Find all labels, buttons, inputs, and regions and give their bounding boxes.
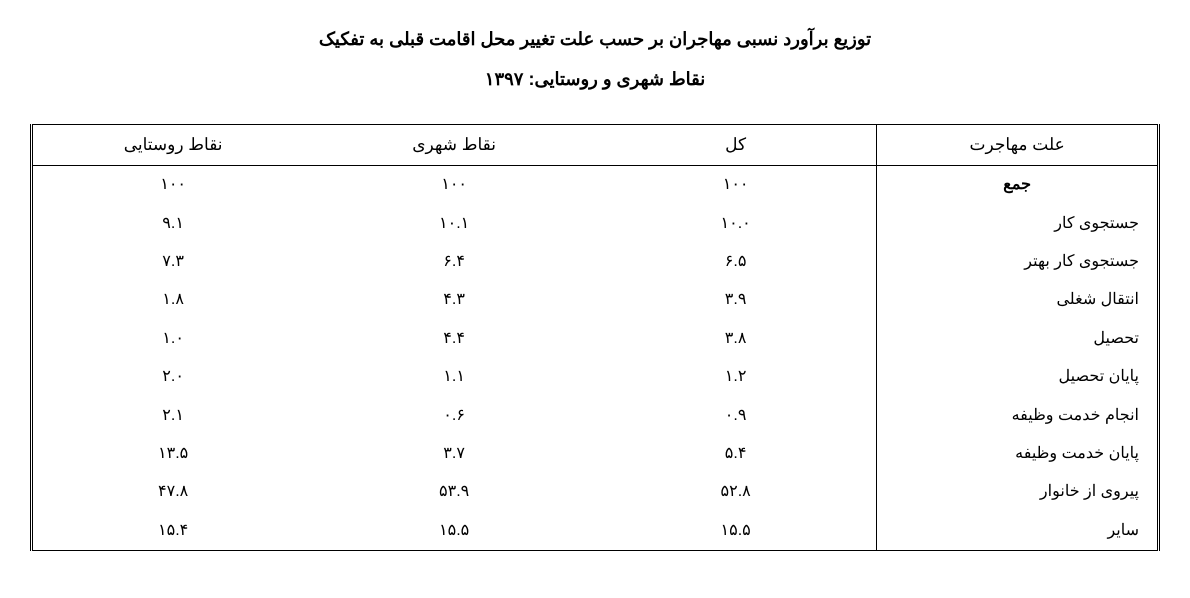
title-line-1: توزیع برآورد نسبی مهاجران بر حسب علت تغی… (30, 20, 1160, 60)
page-title: توزیع برآورد نسبی مهاجران بر حسب علت تغی… (30, 20, 1160, 99)
cell-reason: جستجوی کار (877, 205, 1159, 243)
cell-total: ۳.۹ (595, 281, 877, 319)
cell-urban: ۰.۶ (313, 397, 595, 435)
migration-reasons-table: نقاط روستایی نقاط شهری کل علت مهاجرت ۱۰۰… (30, 124, 1160, 551)
cell-urban: ۵۳.۹ (313, 473, 595, 511)
table-row: ۹.۱۱۰.۱۱۰.۰جستجوی کار (32, 205, 1159, 243)
cell-rural: ۴۷.۸ (32, 473, 314, 511)
cell-total: ۱۰.۰ (595, 205, 877, 243)
cell-urban: ۱.۱ (313, 358, 595, 396)
cell-reason: پایان خدمت وظیفه (877, 435, 1159, 473)
table-row: ۱۵.۴۱۵.۵۱۵.۵سایر (32, 512, 1159, 551)
cell-reason: پایان تحصیل (877, 358, 1159, 396)
cell-total: ۱۰۰ (595, 166, 877, 205)
column-header-rural: نقاط روستایی (32, 125, 314, 166)
cell-reason: انتقال شغلی (877, 281, 1159, 319)
cell-total: ۵۲.۸ (595, 473, 877, 511)
table-row: ۱۰۰۱۰۰۱۰۰جمع (32, 166, 1159, 205)
cell-rural: ۷.۳ (32, 243, 314, 281)
cell-urban: ۱۵.۵ (313, 512, 595, 551)
cell-reason: جمع (877, 166, 1159, 205)
cell-urban: ۶.۴ (313, 243, 595, 281)
cell-reason: تحصیل (877, 320, 1159, 358)
cell-urban: ۱۰۰ (313, 166, 595, 205)
table-row: ۲.۱۰.۶۰.۹انجام خدمت وظیفه (32, 397, 1159, 435)
cell-total: ۵.۴ (595, 435, 877, 473)
table-row: ۱۳.۵۳.۷۵.۴پایان خدمت وظیفه (32, 435, 1159, 473)
table-row: ۴۷.۸۵۳.۹۵۲.۸پیروی از خانوار (32, 473, 1159, 511)
cell-urban: ۳.۷ (313, 435, 595, 473)
cell-rural: ۱.۸ (32, 281, 314, 319)
table-row: ۱.۸۴.۳۳.۹انتقال شغلی (32, 281, 1159, 319)
cell-total: ۶.۵ (595, 243, 877, 281)
table-header-row: نقاط روستایی نقاط شهری کل علت مهاجرت (32, 125, 1159, 166)
cell-rural: ۲.۱ (32, 397, 314, 435)
cell-reason: سایر (877, 512, 1159, 551)
cell-rural: ۱.۰ (32, 320, 314, 358)
title-line-2: نقاط شهری و روستایی: ۱۳۹۷ (30, 60, 1160, 100)
table-body: ۱۰۰۱۰۰۱۰۰جمع۹.۱۱۰.۱۱۰.۰جستجوی کار۷.۳۶.۴۶… (32, 166, 1159, 551)
cell-rural: ۱۰۰ (32, 166, 314, 205)
cell-reason: انجام خدمت وظیفه (877, 397, 1159, 435)
cell-total: ۱.۲ (595, 358, 877, 396)
cell-rural: ۱۳.۵ (32, 435, 314, 473)
column-header-reason: علت مهاجرت (877, 125, 1159, 166)
table-row: ۲.۰۱.۱۱.۲پایان تحصیل (32, 358, 1159, 396)
cell-reason: جستجوی کار بهتر (877, 243, 1159, 281)
column-header-total: کل (595, 125, 877, 166)
cell-rural: ۱۵.۴ (32, 512, 314, 551)
cell-reason: پیروی از خانوار (877, 473, 1159, 511)
cell-total: ۳.۸ (595, 320, 877, 358)
cell-urban: ۴.۴ (313, 320, 595, 358)
cell-total: ۱۵.۵ (595, 512, 877, 551)
cell-total: ۰.۹ (595, 397, 877, 435)
table-row: ۱.۰۴.۴۳.۸تحصیل (32, 320, 1159, 358)
cell-rural: ۲.۰ (32, 358, 314, 396)
cell-urban: ۱۰.۱ (313, 205, 595, 243)
cell-urban: ۴.۳ (313, 281, 595, 319)
column-header-urban: نقاط شهری (313, 125, 595, 166)
table-row: ۷.۳۶.۴۶.۵جستجوی کار بهتر (32, 243, 1159, 281)
cell-rural: ۹.۱ (32, 205, 314, 243)
